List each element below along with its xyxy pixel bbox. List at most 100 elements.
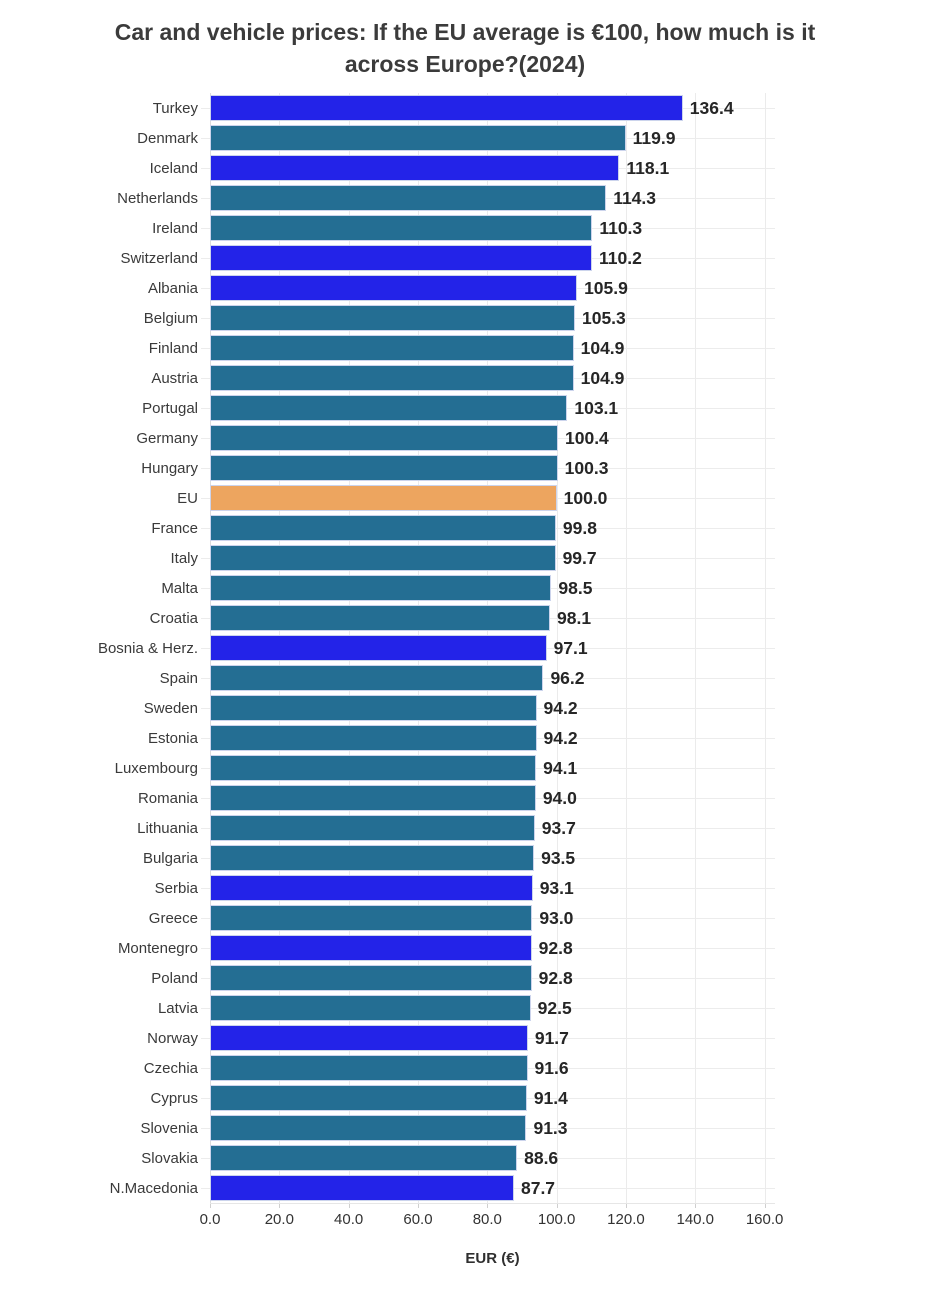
category-label: Bosnia & Herz. [97,639,198,657]
bar [210,545,556,572]
category-label: Italy [170,549,198,567]
category-label: Sweden [143,699,198,717]
bar [210,995,531,1022]
bar-track: 93.5 [201,843,775,873]
value-label: 93.1 [539,877,574,898]
value-label: 97.1 [553,637,588,658]
bar-track: 104.9 [201,363,775,393]
bar [210,1055,528,1082]
value-label: 87.7 [520,1177,556,1198]
bar-row: Czechia 91.6 [0,1053,930,1083]
bar-row: Belgium 105.3 [0,303,930,333]
bar-row: Malta 98.5 [0,573,930,603]
bar [210,335,574,362]
value-label: 105.9 [584,277,628,298]
bar-row: Sweden 94.2 [0,693,930,723]
bar [210,485,557,512]
value-label: 92.8 [538,967,573,988]
category-label: Austria [151,369,198,387]
category-label: Malta [161,579,198,597]
bar-row: Albania 105.9 [0,273,930,303]
bar-track: 98.5 [201,573,775,603]
category-label: Switzerland [120,249,198,267]
category-label: Netherlands [117,189,198,207]
bar [210,275,578,302]
x-tick-label: 20.0 [264,1211,294,1229]
x-tick-label: 140.0 [676,1211,715,1229]
bar-track: 91.6 [201,1053,775,1083]
category-label: Slovenia [140,1119,198,1137]
value-label: 103.1 [574,397,619,418]
bar-row: Latvia 92.5 [0,993,930,1023]
category-label: Norway [147,1029,198,1047]
bar-track: 104.9 [201,333,775,363]
x-tick-mark [695,1204,697,1209]
bar-row: Portugal 103.1 [0,393,930,423]
bar-track: 92.8 [201,933,775,963]
bar-row: Hungary 100.3 [0,453,930,483]
value-label: 105.3 [581,307,626,328]
bar-rows: Turkey 136.4 Denmark 119.9 Iceland 118.1 Nethe… [0,93,930,1203]
x-tick-label: 0.0 [199,1211,221,1229]
bar-track: 105.9 [201,273,775,303]
value-label: 93.5 [541,847,576,868]
value-label: 94.2 [543,727,578,748]
plot-area: Turkey 136.4 Denmark 119.9 Iceland 118.1 Nethe… [0,93,930,1204]
bar-track: 96.2 [201,663,775,693]
category-label: Montenegro [117,939,198,957]
bar-track: 100.0 [201,483,775,513]
bar [210,1145,518,1172]
bar [210,905,533,932]
bar-track: 119.9 [201,123,775,153]
bar-row: Montenegro 92.8 [0,933,930,963]
category-label: Ireland [152,219,198,237]
category-label: Spain [159,669,198,687]
bar [210,1175,514,1202]
bar-row: EU 100.0 [0,483,930,513]
category-label: Finland [148,339,198,357]
bar-row: France 99.8 [0,513,930,543]
bar-row: Austria 104.9 [0,363,930,393]
value-label: 104.9 [580,337,625,358]
bar [210,635,547,662]
value-label: 91.7 [534,1027,569,1048]
value-label: 92.8 [538,937,573,958]
value-label: 96.2 [550,667,585,688]
bar-row: Norway 91.7 [0,1023,930,1053]
value-label: 94.2 [543,697,578,718]
category-label: Lithuania [137,819,198,837]
bar [210,1085,527,1112]
value-label: 100.0 [563,487,608,508]
bar-track: 100.3 [201,453,775,483]
bar-row: Estonia 94.2 [0,723,930,753]
category-label: Latvia [157,999,198,1017]
category-label: Belgium [143,309,198,327]
x-tick-label: 40.0 [334,1211,364,1229]
bar-row: Slovenia 91.3 [0,1113,930,1143]
bar-row: Finland 104.9 [0,333,930,363]
bar-track: 93.0 [201,903,775,933]
bar-row: Netherlands 114.3 [0,183,930,213]
x-axis: 0.0 20.0 40.0 60.0 80.0 100.0 120.0 140.0 160.0 [200,1203,783,1236]
bar-track: 110.2 [201,243,775,273]
bar [210,785,536,812]
value-label: 104.9 [580,367,625,388]
value-label: 98.5 [558,577,593,598]
bar-row: Slovakia 88.6 [0,1143,930,1173]
bar-track: 136.4 [201,93,775,123]
bar-track: 105.3 [201,303,775,333]
value-label: 119.9 [632,127,676,148]
bar-track: 97.1 [201,633,775,663]
bar [210,245,592,272]
bar-row: Italy 99.7 [0,543,930,573]
bar [210,365,574,392]
x-tick-mark [210,1204,211,1209]
bar [210,455,558,482]
bar [210,695,537,722]
bar-row: Poland 92.8 [0,963,930,993]
bar-track: 92.8 [201,963,775,993]
bar-row: Greece 93.0 [0,903,930,933]
x-tick-mark [417,1204,419,1209]
x-tick-label: 60.0 [403,1211,433,1229]
category-label: Serbia [154,879,198,897]
